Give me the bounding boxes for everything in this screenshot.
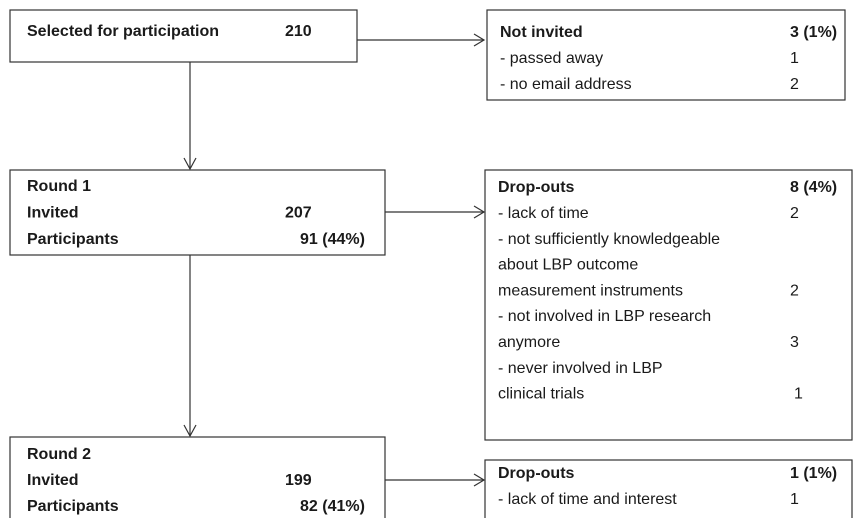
row-label: Invited: [27, 472, 79, 489]
row-label: - lack of time and interest: [498, 491, 677, 508]
box: [484, 459, 853, 523]
row-count: 3 (1%): [790, 24, 837, 41]
row-count: 91 (44%): [300, 231, 365, 248]
row-count: 1: [790, 50, 799, 67]
row-label: Round 2: [27, 446, 91, 463]
row-count: 207: [285, 205, 312, 222]
row-count: 210: [285, 23, 312, 40]
row-label: Drop-outs: [498, 179, 575, 196]
row-count: 1: [794, 386, 803, 403]
arrow-head: [473, 205, 486, 219]
row-label: - not sufficiently knowledgeable: [498, 231, 720, 248]
box: [484, 169, 853, 441]
row-count: 82 (41%): [300, 498, 365, 515]
row-label: clinical trials: [498, 386, 584, 403]
row-count: 3: [790, 334, 799, 351]
row-label: - passed away: [500, 50, 603, 67]
row-label: Participants: [27, 231, 119, 248]
row-count: 1: [790, 491, 799, 508]
arrow-head: [473, 33, 486, 47]
arrow-head: [183, 157, 197, 171]
box: [486, 9, 846, 101]
row-label: - no email address: [500, 76, 632, 93]
row-count: 2: [790, 205, 799, 222]
row-label: Participants: [27, 498, 119, 515]
arrow-head: [183, 424, 197, 438]
row-count: 8 (4%): [790, 179, 837, 196]
box: [9, 9, 358, 63]
row-label: - lack of time: [498, 205, 589, 222]
row-label: about LBP outcome: [498, 257, 638, 274]
row-label: Round 1: [27, 178, 91, 195]
row-count: 199: [285, 472, 312, 489]
row-label: Drop-outs: [498, 465, 575, 482]
row-label: anymore: [498, 334, 560, 351]
row-label: - never involved in LBP: [498, 360, 663, 377]
row-label: Not invited: [500, 24, 583, 41]
arrow-head: [473, 473, 486, 487]
box: [9, 436, 386, 523]
row-count: 2: [790, 282, 799, 299]
row-label: Selected for participation: [27, 23, 219, 40]
row-count: 2: [790, 76, 799, 93]
box: [9, 169, 386, 256]
row-label: measurement instruments: [498, 282, 683, 299]
row-label: - not involved in LBP research: [498, 308, 711, 325]
row-label: Invited: [27, 205, 79, 222]
row-count: 1 (1%): [790, 465, 837, 482]
